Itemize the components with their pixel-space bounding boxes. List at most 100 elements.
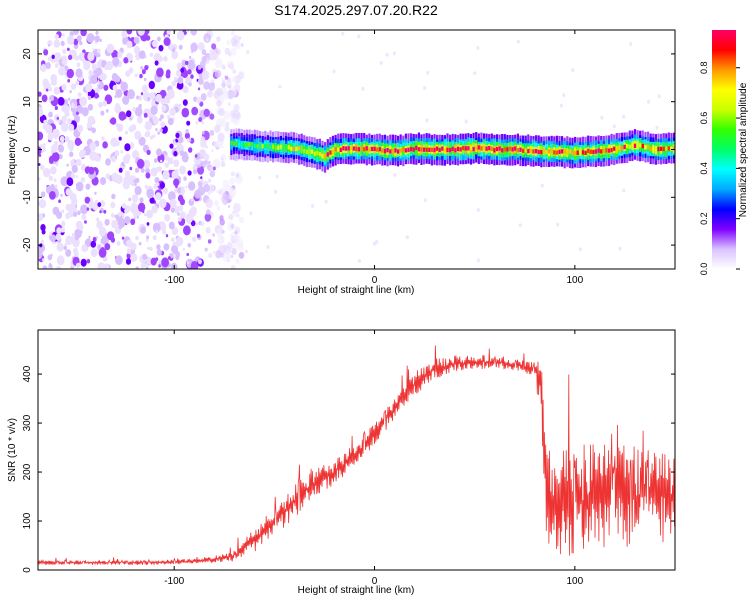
heat-cell <box>209 170 216 178</box>
heat-cell <box>232 211 235 214</box>
heat-cell <box>290 146 293 151</box>
heat-cell <box>167 117 174 126</box>
heat-cell <box>217 132 225 142</box>
heat-cell <box>170 237 175 243</box>
heat-cell <box>175 132 180 139</box>
heat-cell <box>215 250 222 259</box>
heat-cell <box>193 169 198 175</box>
figure-title: S174.2025.297.07.20.R22 <box>274 2 438 18</box>
heat-cell <box>146 257 152 265</box>
heat-cell <box>156 244 161 250</box>
heat-cell <box>476 258 480 263</box>
heat-cell <box>357 34 361 39</box>
heat-cell <box>90 74 98 85</box>
heat-cell <box>146 222 150 226</box>
heat-cell <box>508 146 512 151</box>
heat-cell <box>179 165 186 175</box>
heat-cell <box>152 40 158 48</box>
heat-cell <box>620 146 624 151</box>
heat-cell <box>91 63 97 71</box>
heat-cell <box>171 244 179 254</box>
heat-cell <box>476 45 480 50</box>
heat-cell <box>535 149 538 154</box>
heat-cell <box>223 110 231 120</box>
heat-cell <box>104 218 110 226</box>
heat-cell <box>482 145 486 151</box>
heat-cell <box>112 84 118 92</box>
heat-cell <box>451 146 454 151</box>
heat-cell <box>558 149 561 155</box>
heat-cell <box>246 50 250 55</box>
heat-cell <box>173 150 178 157</box>
heat-cell <box>133 150 139 158</box>
heat-cell <box>477 145 480 150</box>
heat-cell <box>76 159 82 166</box>
heat-cell <box>540 183 544 188</box>
heat-cell <box>639 143 642 148</box>
heat-cell <box>84 220 87 224</box>
heat-cell <box>232 109 241 120</box>
heat-cell <box>209 129 215 136</box>
heat-cell <box>95 236 98 240</box>
heat-cell <box>138 241 142 246</box>
heat-cell <box>221 146 224 149</box>
heat-cell <box>74 159 77 163</box>
heat-cell <box>48 175 53 181</box>
heat-cell <box>111 155 116 163</box>
colorbar-tick-label: 0.0 <box>699 263 709 276</box>
heat-cell <box>111 193 116 200</box>
heat-cell <box>562 93 566 98</box>
heat-cell <box>86 207 90 211</box>
heat-cell <box>71 102 75 106</box>
heat-cell <box>139 197 144 203</box>
heat-cell <box>636 142 639 147</box>
heat-cell <box>186 252 189 257</box>
heat-cell <box>385 52 389 57</box>
heat-cell <box>441 146 444 151</box>
heat-cell <box>501 148 504 153</box>
heat-cell <box>227 205 231 208</box>
heat-cell <box>64 136 70 143</box>
heat-cell <box>156 182 160 186</box>
heat-cell <box>76 62 81 68</box>
heat-cell <box>51 54 55 60</box>
heat-cell <box>197 87 201 91</box>
heat-cell <box>169 107 176 117</box>
heat-cell <box>140 263 145 269</box>
heat-cell <box>211 50 215 55</box>
heat-cell <box>60 227 66 233</box>
heat-cell <box>149 52 153 57</box>
heat-cell <box>80 30 87 37</box>
heat-cell <box>347 146 350 151</box>
heat-cell <box>212 166 216 171</box>
heat-cell <box>594 149 598 154</box>
heat-cell <box>142 84 148 93</box>
heat-cell <box>142 253 148 260</box>
heat-cell <box>115 103 120 110</box>
heat-cell <box>274 145 277 150</box>
heat-cell <box>498 146 501 151</box>
heat-cell <box>249 211 253 216</box>
heat-cell <box>216 99 222 107</box>
colorbar-gradient <box>712 30 736 269</box>
heat-cell <box>42 258 45 262</box>
heat-cell <box>58 153 63 160</box>
heat-cell <box>553 150 556 155</box>
heat-cell <box>352 146 355 151</box>
heat-cell <box>559 103 564 108</box>
heat-cell <box>443 148 446 153</box>
heat-cell <box>600 149 603 154</box>
heat-cell <box>76 210 81 216</box>
heat-cell <box>179 150 185 157</box>
heat-cell <box>467 146 470 151</box>
heat-cell <box>480 146 483 151</box>
heat-cell <box>121 236 125 240</box>
heat-cell <box>71 232 75 237</box>
heat-cell <box>282 144 285 149</box>
heat-cell <box>87 95 92 101</box>
heat-cell <box>117 51 123 59</box>
heat-cell <box>334 147 337 152</box>
heat-cell <box>203 81 211 90</box>
heat-cell <box>425 147 428 152</box>
heat-cell <box>67 139 75 150</box>
